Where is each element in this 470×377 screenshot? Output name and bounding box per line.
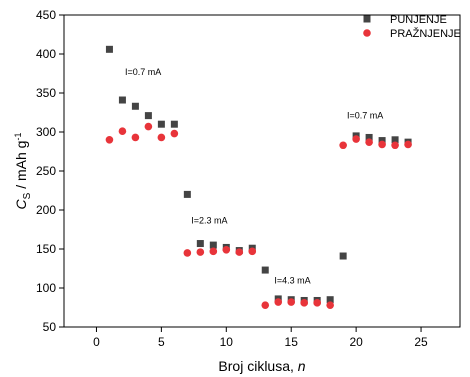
- x-axis-title: Broj ciklusa, n: [218, 358, 305, 374]
- data-point-punjenje: [339, 252, 347, 260]
- x-tick-label: 20: [349, 335, 363, 349]
- y-tick-label: 100: [36, 281, 56, 295]
- legend-label-praznjenje: PRAŽNJENJE: [390, 27, 461, 40]
- current-annotation: I=2.3 mA: [191, 215, 227, 225]
- x-axis-ticks: 0 5 10 15 20 25: [93, 327, 428, 349]
- data-point-punjenje: [326, 296, 334, 304]
- data-point-punjenje: [157, 120, 165, 128]
- x-tick-label: 25: [414, 335, 428, 349]
- data-point-punjenje: [196, 240, 204, 248]
- data-point-praznjenje: [235, 248, 244, 256]
- data-point-praznjenje: [131, 133, 140, 142]
- legend-label-punjenje: PUNJENJE: [390, 14, 447, 26]
- plot-area: [63, 14, 461, 328]
- y-axis-title: CS / mAh g-1: [13, 133, 33, 210]
- data-point-praznjenje: [144, 122, 153, 131]
- data-point-punjenje: [118, 96, 126, 104]
- data-point-praznjenje: [391, 141, 399, 150]
- legend: PUNJENJE PRAŽNJENJE: [363, 14, 461, 40]
- current-annotation: I=0.7 mA: [125, 67, 161, 77]
- x-tick-label: 15: [285, 335, 299, 349]
- y-axis-ticks: 50 100 150 200 250 300 350 400 450: [36, 8, 64, 334]
- data-point-praznjenje: [196, 248, 205, 256]
- y-tick-label: 350: [36, 86, 56, 100]
- data-point-punjenje: [170, 120, 178, 128]
- y-tick-label: 50: [43, 320, 57, 334]
- legend-marker-punjenje: [363, 15, 371, 23]
- legend-marker-praznjenje: [363, 29, 371, 37]
- data-point-praznjenje: [105, 136, 114, 144]
- data-point-praznjenje: [339, 141, 347, 150]
- data-point-praznjenje: [300, 299, 308, 307]
- data-point-punjenje: [183, 190, 191, 198]
- data-point-punjenje: [131, 102, 139, 110]
- data-point-praznjenje: [404, 140, 412, 149]
- y-tick-label: 400: [36, 47, 56, 61]
- data-point-praznjenje: [378, 140, 386, 149]
- data-point-praznjenje: [248, 247, 257, 256]
- data-point-praznjenje: [326, 301, 334, 309]
- data-point-praznjenje: [261, 301, 270, 309]
- data-point-praznjenje: [170, 129, 179, 138]
- data-point-punjenje: [365, 133, 373, 141]
- data-point-praznjenje: [313, 299, 321, 307]
- annotations: I=0.7 mA I=2.3 mA I=4.3 mA I=0.7 mA: [125, 67, 383, 285]
- x-tick-label: 0: [93, 335, 100, 349]
- data-point-praznjenje: [157, 133, 166, 142]
- data-point-punjenje: [209, 241, 217, 249]
- data-point-praznjenje: [352, 135, 360, 143]
- x-tick-label: 10: [220, 335, 234, 349]
- data-point-punjenje: [144, 112, 152, 120]
- current-annotation: I=4.3 mA: [274, 275, 310, 285]
- y-tick-label: 250: [36, 164, 56, 178]
- data-point-praznjenje: [118, 127, 127, 136]
- data-points: [105, 45, 412, 309]
- data-point-praznjenje: [209, 247, 218, 256]
- y-tick-label: 150: [36, 242, 56, 256]
- data-point-punjenje: [378, 137, 386, 145]
- data-point-punjenje: [391, 136, 399, 144]
- data-point-praznjenje: [183, 249, 192, 257]
- y-tick-label: 200: [36, 203, 56, 217]
- y-tick-label: 450: [36, 8, 56, 22]
- data-point-praznjenje: [365, 138, 373, 146]
- y-tick-label: 300: [36, 125, 56, 139]
- data-point-praznjenje: [222, 245, 231, 254]
- current-annotation: I=0.7 mA: [347, 111, 383, 121]
- x-tick-label: 5: [158, 335, 165, 349]
- data-point-praznjenje: [274, 298, 283, 306]
- data-point-punjenje: [261, 266, 269, 274]
- data-point-punjenje: [105, 45, 113, 53]
- data-point-praznjenje: [287, 298, 296, 306]
